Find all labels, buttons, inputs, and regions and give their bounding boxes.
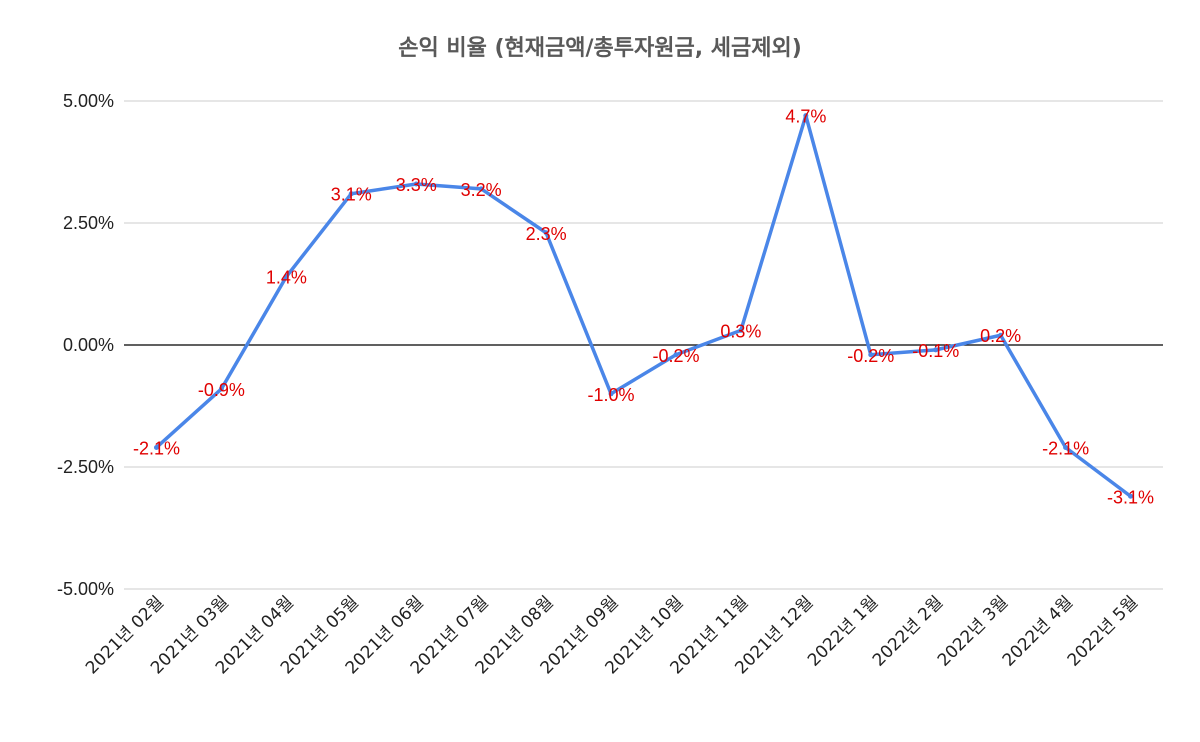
- data-point: [218, 386, 224, 392]
- data-point: [933, 347, 939, 353]
- data-label: 1.4%: [266, 268, 307, 288]
- data-label: -3.1%: [1107, 487, 1154, 507]
- data-label: 2.3%: [526, 224, 567, 244]
- data-point: [348, 191, 354, 197]
- y-tick-label: 5.00%: [63, 91, 114, 111]
- data-label: 3.2%: [461, 180, 502, 200]
- data-point: [153, 444, 159, 450]
- data-label: 0.3%: [720, 321, 761, 341]
- data-point: [608, 391, 614, 397]
- data-point: [1063, 444, 1069, 450]
- y-tick-label: 0.00%: [63, 335, 114, 355]
- data-point: [738, 327, 744, 333]
- data-label: -0.2%: [847, 346, 894, 366]
- data-point: [478, 186, 484, 192]
- data-label: -0.9%: [198, 380, 245, 400]
- data-point: [803, 113, 809, 119]
- data-label: 3.1%: [331, 185, 372, 205]
- y-tick-label: 2.50%: [63, 213, 114, 233]
- data-point: [283, 274, 289, 280]
- data-label: -1.0%: [588, 385, 635, 405]
- y-tick-label: -2.50%: [57, 457, 114, 477]
- chart-title: 손익 비율 (현재금액/총투자원금, 세금제외): [398, 36, 802, 61]
- data-label: 0.2%: [980, 326, 1021, 346]
- data-point: [413, 181, 419, 187]
- data-point: [673, 352, 679, 358]
- x-tick-label: 2022년 5월: [1064, 592, 1142, 670]
- data-point: [543, 230, 549, 236]
- data-label: 3.3%: [396, 175, 437, 195]
- y-tick-label: -5.00%: [57, 579, 114, 599]
- data-label: 4.7%: [785, 107, 826, 127]
- data-label: -0.2%: [652, 346, 699, 366]
- data-point: [998, 332, 1004, 338]
- data-point: [1128, 493, 1134, 499]
- data-label: -2.1%: [133, 438, 180, 458]
- series-line: [154, 113, 1133, 499]
- data-label: -2.1%: [1042, 438, 1089, 458]
- data-point: [868, 352, 874, 358]
- data-label: -0.1%: [912, 341, 959, 361]
